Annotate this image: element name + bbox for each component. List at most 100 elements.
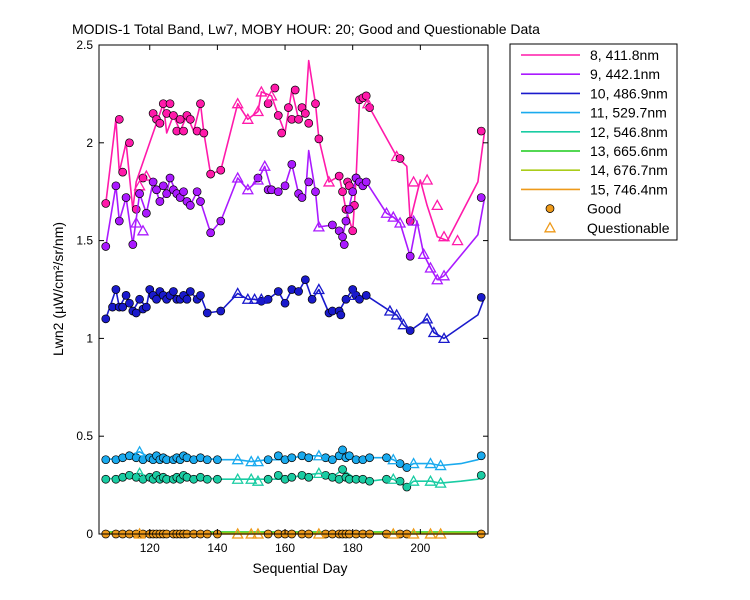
questionable-point	[407, 474, 420, 486]
good-point	[202, 474, 212, 484]
good-point	[382, 453, 391, 463]
good-point	[270, 83, 280, 93]
good-point	[101, 474, 111, 484]
good-point	[179, 126, 188, 136]
questionable-point	[312, 220, 325, 232]
good-point	[348, 226, 358, 236]
good-point	[162, 189, 172, 199]
legend-label: 11, 529.7nm	[590, 105, 667, 121]
good-point	[131, 204, 141, 214]
questionable-point	[451, 234, 464, 246]
good-point	[185, 114, 195, 124]
x-axis-label: Sequential Day	[253, 560, 348, 576]
good-point	[101, 199, 111, 208]
good-point	[300, 275, 310, 285]
legend-questionable-marker	[543, 221, 557, 233]
good-point	[311, 99, 320, 109]
good-point	[121, 193, 131, 202]
good-point	[169, 111, 178, 120]
good-point	[328, 220, 337, 230]
good-point	[280, 298, 290, 308]
axis-layer: 120 140 160 180 200 0 0.5 1 1.5 2 2.5	[76, 38, 488, 555]
legend-box	[509, 43, 678, 241]
y-tick-label: 0	[86, 527, 93, 541]
good-point	[348, 187, 358, 197]
good-point	[476, 451, 486, 461]
good-point	[135, 189, 144, 199]
good-point	[142, 302, 151, 312]
questionable-point	[437, 269, 451, 281]
good-point	[273, 187, 283, 197]
series-12	[101, 465, 486, 492]
good-point	[300, 109, 310, 118]
good-point	[155, 118, 165, 128]
series-9	[101, 149, 486, 285]
good-point	[125, 298, 134, 308]
series-11	[101, 445, 486, 472]
good-point	[307, 294, 317, 304]
questionable-point	[390, 150, 403, 162]
legend-good-marker	[545, 204, 555, 213]
good-point	[336, 310, 346, 320]
legend-label: 8, 411.8nm	[590, 47, 659, 63]
good-point	[287, 159, 297, 169]
questionable-point	[312, 467, 325, 479]
questionable-point	[245, 455, 258, 467]
good-point	[284, 103, 293, 112]
y-axis-label: Lwn2 (µW/cm²/sr/nm)	[50, 222, 66, 356]
questionable-point	[255, 85, 268, 97]
questionable-point	[248, 292, 261, 304]
good-point	[304, 453, 314, 463]
good-point	[125, 138, 134, 148]
good-point	[216, 165, 226, 175]
y-tick-label: 1.5	[76, 234, 93, 248]
legend-label: 12, 546.8nm	[590, 124, 668, 140]
good-point	[476, 470, 486, 480]
good-point	[314, 134, 324, 144]
questionable-point	[424, 474, 437, 486]
questionable-point	[407, 214, 420, 226]
good-point	[263, 455, 273, 465]
questionable-point	[133, 467, 146, 479]
questionable-point	[322, 175, 336, 187]
good-point	[304, 177, 314, 187]
good-point	[365, 453, 374, 463]
good-point	[290, 85, 300, 95]
good-point	[338, 445, 347, 455]
good-point	[182, 294, 192, 304]
good-point	[199, 128, 209, 138]
good-point	[142, 208, 151, 218]
questionable-point	[407, 175, 420, 187]
good-point	[476, 292, 486, 302]
good-point	[114, 114, 124, 124]
questionable-point	[265, 89, 278, 101]
good-point	[338, 465, 347, 474]
questionable-point	[255, 292, 268, 304]
good-point	[476, 193, 486, 202]
good-point	[179, 187, 188, 197]
questionable-point	[421, 312, 434, 324]
good-point	[344, 451, 354, 461]
questionable-point	[424, 261, 437, 273]
series-layer	[101, 59, 486, 539]
good-point	[196, 291, 205, 300]
legend-label: 14, 676.7nm	[590, 162, 668, 178]
questionable-point	[258, 159, 271, 171]
good-point	[135, 294, 144, 304]
good-point	[311, 187, 320, 197]
y-tick-label: 2.5	[76, 38, 93, 52]
good-point	[304, 118, 314, 128]
questionable-point	[434, 459, 447, 471]
legend-label-good: Good	[587, 201, 621, 217]
good-point	[202, 308, 212, 318]
good-point	[341, 216, 351, 226]
good-point	[213, 455, 222, 465]
questionable-point	[387, 453, 400, 465]
questionable-point	[380, 206, 393, 218]
good-point	[277, 128, 287, 138]
questionable-point	[231, 472, 244, 484]
x-tick-label: 180	[343, 541, 363, 555]
good-point	[213, 474, 222, 484]
good-point	[155, 197, 165, 206]
